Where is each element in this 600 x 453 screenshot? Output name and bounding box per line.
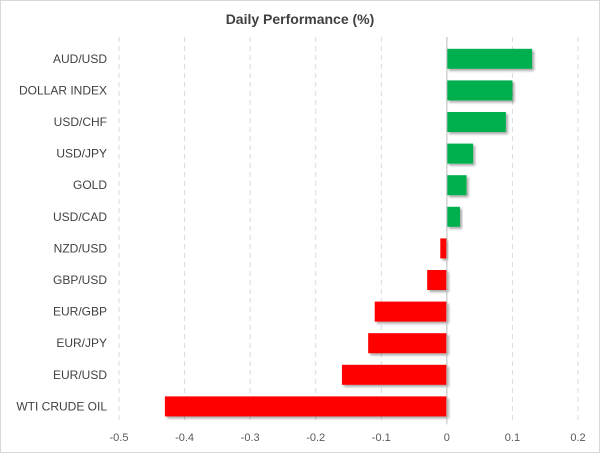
bars bbox=[164, 48, 533, 417]
category-label: WTI CRUDE OIL bbox=[16, 399, 107, 413]
bar bbox=[446, 48, 533, 69]
bar bbox=[446, 206, 460, 227]
bar bbox=[446, 143, 474, 164]
category-label: GOLD bbox=[73, 178, 107, 192]
category-label: USD/JPY bbox=[56, 147, 107, 161]
category-label: GBP/USD bbox=[53, 273, 107, 287]
category-label: EUR/USD bbox=[53, 368, 107, 382]
category-label: AUD/USD bbox=[53, 52, 107, 66]
bar bbox=[440, 238, 447, 259]
x-tick-label: 0 bbox=[444, 432, 450, 444]
bar bbox=[446, 112, 506, 132]
category-label: EUR/JPY bbox=[56, 336, 107, 350]
category-label: USD/CHF bbox=[54, 115, 107, 129]
x-tick-label: -0.5 bbox=[110, 432, 129, 444]
axes: -0.5 -0.4 -0.3 -0.2 -0.1 0 0.1 0.2 AUD/USD DOLLAR… bbox=[16, 37, 586, 444]
x-tick-label: -0.1 bbox=[372, 432, 391, 444]
bar bbox=[446, 175, 467, 196]
chart-title: Daily Performance (%) bbox=[225, 11, 375, 27]
category-label: NZD/USD bbox=[54, 241, 108, 255]
x-tick-label: 0.2 bbox=[570, 432, 585, 444]
category-label: USD/CAD bbox=[53, 210, 107, 224]
x-tick-label: -0.4 bbox=[175, 432, 194, 444]
bar bbox=[164, 396, 447, 417]
bar bbox=[341, 364, 447, 385]
x-tick-label: -0.2 bbox=[306, 432, 325, 444]
x-tick-label: 0.1 bbox=[505, 432, 520, 444]
bar bbox=[446, 80, 513, 101]
bar bbox=[374, 301, 447, 322]
bar bbox=[427, 270, 447, 290]
category-label: DOLLAR INDEX bbox=[19, 83, 107, 97]
bar bbox=[368, 333, 447, 354]
category-label: EUR/GBP bbox=[53, 305, 107, 319]
x-tick-label: -0.3 bbox=[241, 432, 260, 444]
